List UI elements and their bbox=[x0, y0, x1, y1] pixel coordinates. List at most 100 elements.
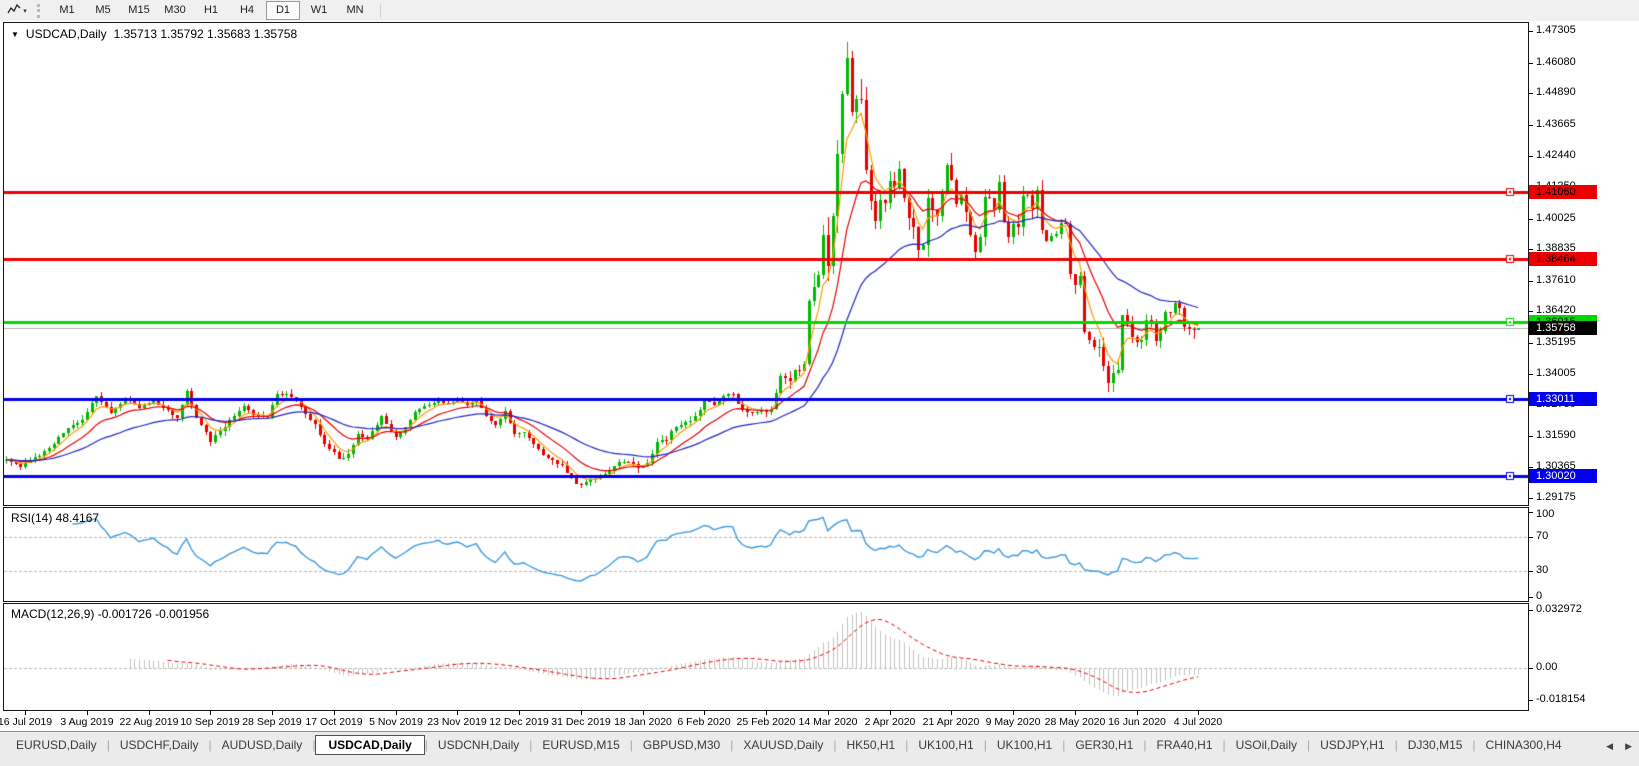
arrow-left-icon[interactable]: ◀ bbox=[1606, 741, 1614, 751]
axis-tick bbox=[1529, 498, 1533, 499]
axis-tick bbox=[1529, 311, 1533, 312]
axis-tick bbox=[1529, 668, 1533, 669]
date-tick bbox=[643, 711, 644, 715]
timeframe-w1[interactable]: W1 bbox=[310, 4, 328, 16]
date-tick bbox=[457, 711, 458, 715]
date-tick bbox=[87, 711, 88, 715]
tab-dj30-m15[interactable]: DJ30,M15 bbox=[1407, 738, 1463, 752]
timeframe-h1[interactable]: H1 bbox=[203, 4, 219, 16]
axis-tick bbox=[1529, 219, 1533, 220]
date-tick bbox=[519, 711, 520, 715]
date-tick bbox=[210, 711, 211, 715]
symbol-tabbar: ◀ ▶ EURUSD,Daily | USDCHF,Daily | AUDUSD,Dai… bbox=[0, 731, 1639, 766]
timeframe-m5[interactable]: M5 bbox=[95, 4, 111, 16]
tab-china300-h4[interactable]: CHINA300,H4 bbox=[1485, 738, 1562, 752]
date-label: 23 Nov 2019 bbox=[427, 716, 487, 728]
rsi-panel: RSI(14) 48.4167 bbox=[3, 507, 1529, 602]
tab-fra40-h1[interactable]: FRA40,H1 bbox=[1156, 738, 1213, 752]
date-tick bbox=[828, 711, 829, 715]
tab-usdjpy-h1[interactable]: USDJPY,H1 bbox=[1320, 738, 1385, 752]
tab-usdchf-daily[interactable]: USDCHF,Daily bbox=[119, 738, 199, 752]
tab-usdcnh-daily[interactable]: USDCNH,Daily bbox=[437, 738, 520, 752]
tab-separator: | bbox=[629, 738, 633, 752]
tab-usdcad-daily[interactable]: USDCAD,Daily bbox=[315, 735, 425, 755]
date-label: 28 May 2020 bbox=[1044, 716, 1106, 728]
macd-tick: 0.00 bbox=[1536, 661, 1558, 673]
date-label: 4 Jul 2020 bbox=[1173, 716, 1223, 728]
price-axis: 1.473051.460801.448901.436651.424401.412… bbox=[1529, 0, 1639, 766]
tab-eurusd-daily[interactable]: EURUSD,Daily bbox=[16, 738, 97, 752]
tab-usoil-daily[interactable]: USOil,Daily bbox=[1235, 738, 1297, 752]
price-level-badge: 1.33011 bbox=[1529, 392, 1597, 406]
timeframe-buttons: M1 M5 M15 M30 H1 H4 D1 W1 MN bbox=[49, 1, 373, 20]
timeframe-m15[interactable]: M15 bbox=[128, 4, 150, 16]
date-label: 28 Sep 2019 bbox=[242, 716, 302, 728]
tab-separator: | bbox=[1062, 738, 1066, 752]
arrow-right-icon[interactable]: ▶ bbox=[1625, 741, 1632, 751]
price-level-badge: 1.30020 bbox=[1529, 469, 1597, 483]
date-tick bbox=[581, 711, 582, 715]
date-tick bbox=[1198, 711, 1199, 715]
date-label: 14 Mar 2020 bbox=[798, 716, 858, 728]
date-tick bbox=[1013, 711, 1014, 715]
date-label: 9 May 2020 bbox=[985, 716, 1041, 728]
price-level-badge: 1.35758 bbox=[1529, 321, 1597, 335]
chart-title: ▼ USDCAD,Daily 1.35713 1.35792 1.35683 1… bbox=[11, 27, 297, 41]
macd-tick: -0.018154 bbox=[1536, 693, 1586, 705]
price-tick: 1.35195 bbox=[1536, 336, 1576, 348]
axis-tick bbox=[1529, 436, 1533, 437]
toolbar-separator bbox=[380, 3, 381, 18]
tab-uk100-h1[interactable]: UK100,H1 bbox=[996, 738, 1053, 752]
tab-separator: | bbox=[1472, 738, 1476, 752]
price-tick: 1.37610 bbox=[1536, 274, 1576, 286]
price-tick: 1.38835 bbox=[1536, 242, 1576, 254]
tab-audusd-daily[interactable]: AUDUSD,Daily bbox=[221, 738, 303, 752]
rsi-canvas[interactable] bbox=[4, 508, 1528, 601]
ohlc-values: 1.35713 1.35792 1.35683 1.35758 bbox=[113, 27, 298, 41]
date-label: 12 Dec 2019 bbox=[489, 716, 549, 728]
price-tick: 1.46080 bbox=[1536, 56, 1576, 68]
axis-tick bbox=[1529, 93, 1533, 94]
timeframe-mn[interactable]: MN bbox=[346, 4, 364, 16]
timeframe-m1[interactable]: M1 bbox=[59, 4, 75, 16]
tab-eurusd-m15[interactable]: EURUSD,M15 bbox=[542, 738, 620, 752]
tab-separator: | bbox=[1394, 738, 1398, 752]
date-tick bbox=[890, 711, 891, 715]
chart-type-button[interactable]: ▾ bbox=[2, 2, 32, 19]
axis-tick bbox=[1529, 700, 1533, 701]
line-chart-icon bbox=[7, 2, 21, 20]
triangle-down-icon[interactable]: ▼ bbox=[11, 29, 19, 39]
tab-xauusd-daily[interactable]: XAUUSD,Daily bbox=[743, 738, 824, 752]
toolbar-grip[interactable] bbox=[37, 3, 40, 18]
axis-tick bbox=[1529, 343, 1533, 344]
tab-ger30-h1[interactable]: GER30,H1 bbox=[1075, 738, 1134, 752]
axis-tick bbox=[1529, 156, 1533, 157]
date-tick bbox=[25, 711, 26, 715]
timeframe-h4[interactable]: H4 bbox=[239, 4, 255, 16]
timeframe-m30[interactable]: M30 bbox=[164, 4, 186, 16]
tab-uk100-h1[interactable]: UK100,H1 bbox=[918, 738, 974, 752]
axis-tick bbox=[1529, 467, 1533, 468]
date-label: 3 Aug 2019 bbox=[60, 716, 114, 728]
tab-hk50-h1[interactable]: HK50,H1 bbox=[846, 738, 896, 752]
price-chart-canvas[interactable] bbox=[4, 23, 1528, 505]
macd-canvas[interactable] bbox=[4, 604, 1528, 710]
price-tick: 1.34005 bbox=[1536, 367, 1576, 379]
date-axis: 16 Jul 2019 3 Aug 2019 22 Aug 2019 10 Sep 2… bbox=[0, 711, 1529, 731]
symbol-label: USDCAD,Daily bbox=[25, 27, 107, 41]
axis-tick bbox=[1529, 537, 1533, 538]
axis-tick bbox=[1529, 571, 1533, 572]
axis-tick bbox=[1529, 512, 1533, 513]
date-label: 17 Oct 2019 bbox=[305, 716, 363, 728]
tab-separator: | bbox=[1222, 738, 1226, 752]
tab-separator: | bbox=[905, 738, 909, 752]
tab-separator: | bbox=[1306, 738, 1311, 752]
rsi-tick: 70 bbox=[1536, 530, 1549, 542]
date-label: 16 Jun 2020 bbox=[1108, 716, 1166, 728]
price-level-badge: 1.41060 bbox=[1529, 185, 1597, 199]
tab-gbpusd-m30[interactable]: GBPUSD,M30 bbox=[642, 738, 721, 752]
timeframe-d1[interactable]: D1 bbox=[266, 1, 300, 20]
date-tick bbox=[766, 711, 767, 715]
axis-tick bbox=[1529, 63, 1533, 64]
price-tick: 1.42440 bbox=[1536, 149, 1576, 161]
